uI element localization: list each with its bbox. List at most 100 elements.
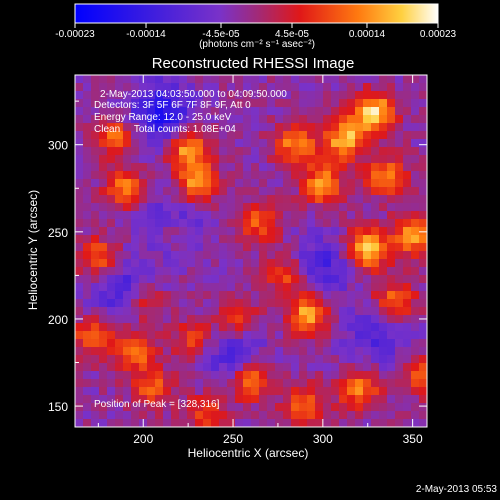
heatmap-cell	[379, 195, 388, 204]
heatmap-cell	[75, 291, 84, 300]
heatmap-cell	[259, 235, 268, 244]
heatmap-cell	[195, 411, 204, 420]
heatmap-cell	[131, 259, 140, 268]
heatmap-cell	[419, 179, 427, 188]
heatmap-cell	[243, 379, 252, 388]
heatmap-cell	[147, 107, 156, 116]
heatmap-cell	[323, 115, 332, 124]
heatmap-cell	[299, 235, 308, 244]
heatmap-cell	[171, 307, 180, 316]
heatmap-cell	[147, 75, 156, 84]
heatmap-cell	[163, 99, 172, 108]
heatmap-cell	[163, 131, 172, 140]
heatmap-cell	[355, 171, 364, 180]
heatmap-cell	[131, 235, 140, 244]
heatmap-cell	[379, 379, 388, 388]
heatmap-cell	[315, 171, 324, 180]
heatmap-cell	[219, 347, 228, 356]
heatmap-cell	[75, 243, 84, 252]
heatmap-cell	[387, 203, 396, 212]
heatmap-cell	[227, 107, 236, 116]
heatmap-cell	[139, 211, 148, 220]
heatmap-cell	[267, 363, 276, 372]
heatmap-cell	[259, 171, 268, 180]
heatmap-cell	[283, 419, 292, 427]
heatmap-cell	[99, 259, 108, 268]
heatmap-cell	[147, 251, 156, 260]
heatmap-cell	[387, 123, 396, 132]
heatmap-cell	[99, 139, 108, 148]
heatmap-cell	[139, 387, 148, 396]
heatmap-cell	[283, 323, 292, 332]
heatmap-cell	[307, 147, 316, 156]
y-tick-label: 200	[48, 313, 68, 327]
heatmap-cell	[379, 403, 388, 412]
heatmap-cell	[307, 379, 316, 388]
heatmap-cell	[371, 347, 380, 356]
heatmap-cell	[107, 355, 116, 364]
heatmap-cell	[355, 83, 364, 92]
heatmap-cell	[163, 251, 172, 260]
heatmap-cell	[363, 163, 372, 172]
heatmap-cell	[411, 363, 420, 372]
heatmap-cell	[387, 403, 396, 412]
heatmap-cell	[123, 299, 132, 308]
heatmap-cell	[227, 347, 236, 356]
heatmap-cell	[203, 195, 212, 204]
heatmap-cell	[363, 363, 372, 372]
heatmap-cell	[107, 179, 116, 188]
heatmap-cell	[387, 387, 396, 396]
heatmap-cell	[387, 171, 396, 180]
heatmap-cell	[283, 179, 292, 188]
heatmap-cell	[379, 99, 388, 108]
heatmap-cell	[403, 355, 412, 364]
heatmap-cell	[115, 259, 124, 268]
heatmap-cell	[307, 323, 316, 332]
heatmap-cell	[251, 371, 260, 380]
heatmap-cell	[251, 331, 260, 340]
heatmap-cell	[403, 83, 412, 92]
heatmap-cell	[227, 163, 236, 172]
heatmap-cell	[419, 371, 427, 380]
heatmap-cell	[139, 227, 148, 236]
heatmap-cell	[75, 323, 84, 332]
heatmap-cell	[291, 411, 300, 420]
heatmap-cell	[227, 363, 236, 372]
heatmap-cell	[139, 243, 148, 252]
heatmap-cell	[347, 123, 356, 132]
heatmap-cell	[275, 299, 284, 308]
heatmap-cell	[123, 339, 132, 348]
heatmap-cell	[267, 123, 276, 132]
heatmap-cell	[235, 163, 244, 172]
heatmap-cell	[227, 139, 236, 148]
heatmap-cell	[371, 235, 380, 244]
heatmap-cell	[275, 187, 284, 196]
heatmap-cell	[315, 155, 324, 164]
plot-frame	[74, 74, 428, 428]
heatmap-cell	[187, 419, 196, 427]
heatmap-cell	[379, 347, 388, 356]
heatmap-cell	[347, 171, 356, 180]
heatmap-cell	[227, 339, 236, 348]
heatmap-cell	[171, 411, 180, 420]
heatmap-cell	[211, 171, 220, 180]
heatmap-cell	[363, 315, 372, 324]
x-tick-label: 350	[403, 432, 423, 446]
heatmap-cell	[227, 251, 236, 260]
heatmap-cell	[339, 331, 348, 340]
heatmap-cell	[75, 371, 84, 380]
heatmap-cell	[379, 171, 388, 180]
heatmap-cell	[411, 203, 420, 212]
heatmap-cell	[163, 243, 172, 252]
heatmap-cell	[339, 307, 348, 316]
heatmap-cell	[259, 307, 268, 316]
heatmap-cell	[147, 219, 156, 228]
heatmap-cell	[155, 347, 164, 356]
heatmap-cell	[299, 123, 308, 132]
heatmap-cell	[139, 315, 148, 324]
heatmap-cell	[91, 283, 100, 292]
heatmap-cell	[211, 75, 220, 84]
heatmap-cell	[251, 243, 260, 252]
heatmap-cell	[387, 315, 396, 324]
heatmap-cell	[291, 171, 300, 180]
